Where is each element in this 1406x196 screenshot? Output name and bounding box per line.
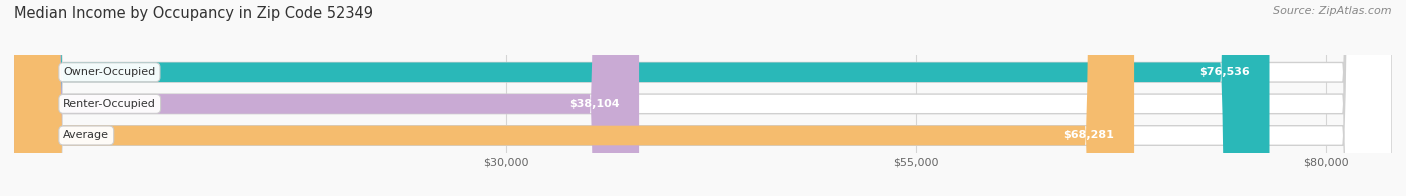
Text: Median Income by Occupancy in Zip Code 52349: Median Income by Occupancy in Zip Code 5… xyxy=(14,6,373,21)
Text: Owner-Occupied: Owner-Occupied xyxy=(63,67,156,77)
Text: Source: ZipAtlas.com: Source: ZipAtlas.com xyxy=(1274,6,1392,16)
FancyBboxPatch shape xyxy=(14,0,1135,196)
Text: Renter-Occupied: Renter-Occupied xyxy=(63,99,156,109)
Text: $38,104: $38,104 xyxy=(569,99,620,109)
FancyBboxPatch shape xyxy=(14,0,1270,196)
Text: Average: Average xyxy=(63,131,110,141)
FancyBboxPatch shape xyxy=(14,0,1392,196)
FancyBboxPatch shape xyxy=(14,0,1392,196)
Text: $76,536: $76,536 xyxy=(1199,67,1250,77)
FancyBboxPatch shape xyxy=(14,0,1392,196)
Text: $68,281: $68,281 xyxy=(1063,131,1115,141)
FancyBboxPatch shape xyxy=(14,0,640,196)
